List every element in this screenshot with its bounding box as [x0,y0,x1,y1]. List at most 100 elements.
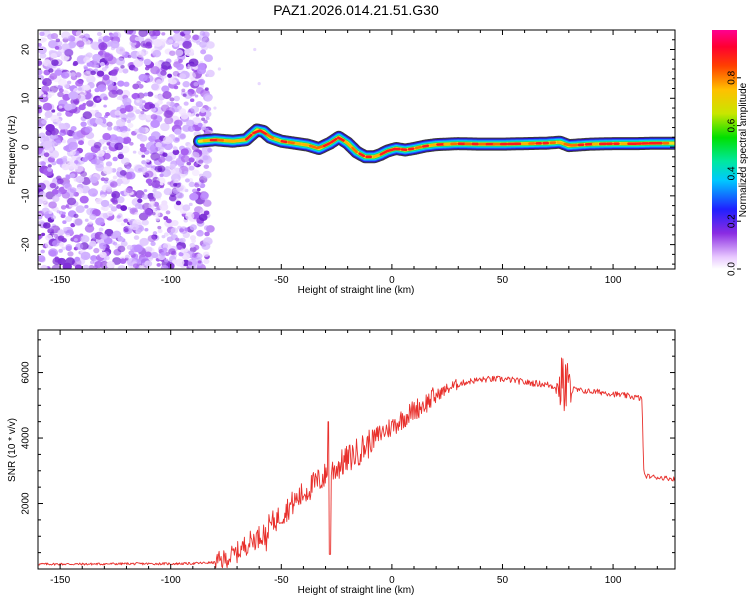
spectrogram-noise-speckle [148,30,156,37]
spectrogram-noise-speckle [172,188,179,194]
spectrogram-noise-speckle [120,130,129,138]
spectrogram-noise-speckle [117,236,124,242]
spectrogram-noise-speckle [107,126,113,131]
snr-y-axis-title: SNR (10 * v/v) [7,418,18,482]
spectrogram-noise-speckle [120,240,128,247]
spectrogram-noise-speckle [173,202,184,211]
spectrogram-noise-speckle [39,31,45,37]
spectrogram-noise-speckle [204,94,213,102]
spectrogram-noise-speckle [161,61,172,70]
spectrogram-noise-speckle [94,155,104,164]
spectrogram-noise-speckle [151,251,159,259]
spectrogram-noise-speckle [124,254,130,259]
spectrogram-noise-speckle [97,51,104,56]
spectrogram-noise-speckle [100,233,108,240]
spectrogram-noise-speckle [74,264,83,269]
spectrogram-noise-speckle [150,152,161,161]
spectrogram-noise-speckle [173,42,179,47]
spectrogram-noise-speckle [61,211,66,215]
spectrogram-noise-speckle [150,200,155,205]
spectrogram-noise-speckle [257,82,261,86]
spectrogram-noise-speckle [188,181,196,188]
spectrogram-noise-speckle [188,58,199,67]
spectrogram-noise-speckle [160,70,167,76]
spectrogram-noise-speckle [58,78,68,87]
spectrogram-noise-speckle [47,164,52,168]
spectrogram-noise-speckle [83,56,91,64]
spectrogram-noise-speckle [72,131,82,140]
colorbar-tick-label: 0.4 [727,166,738,180]
spectrogram-noise-speckle [136,50,145,58]
ridge-hotspot [563,142,573,147]
spectrogram-noise-speckle [169,163,176,170]
spectrogram-noise-speckle [90,70,96,76]
spectrogram-frame [37,29,676,270]
spectrogram-noise-speckle [143,208,153,217]
spectrogram-noise-speckle [48,68,54,73]
spectrogram-noise-speckle [137,92,145,99]
spectrogram-noise-speckle [95,117,104,125]
ridge-hotspot [237,138,247,142]
spectrogram-noise-speckle [52,257,62,266]
snr-plot-area [38,330,675,569]
spectrogram-noise-speckle [120,191,125,195]
spectrogram-noise-speckle [198,213,208,222]
spectrogram-noise-speckle [167,73,173,78]
spectrogram-noise-speckle [84,126,93,133]
spectrogram-noise-speckle [165,155,173,162]
ridge-hotspot [414,145,423,150]
spectrogram-noise-speckle [185,212,195,221]
spectrogram-noise-speckle [104,255,110,261]
spectrogram-noise-speckle [172,33,183,42]
ridge-hotspot [223,139,233,143]
spectrogram-noise-speckle [154,165,163,173]
spectrogram-noise-speckle [127,122,134,129]
spectrogram-noise-speckle [157,99,163,105]
spectrogram-noise-speckle [52,195,60,202]
spectrogram-noise-speckle [126,166,131,170]
spectrogram-noise-speckle [62,157,67,162]
spectrogram-noise-speckle [58,88,64,93]
spectrogram-noise-speckle [169,97,175,102]
spectrogram-noise-speckle [182,93,187,97]
spectrogram-noise-speckle [157,146,165,152]
spectrogram-noise-speckle [108,89,118,98]
spectrogram-noise-speckle [38,182,47,191]
snr-x-tick-label: -150 [50,575,70,586]
spectrogram-noise-speckle [122,97,132,106]
spectrogram-noise-speckle [145,246,153,253]
spectrogram-noise-speckle [106,149,112,154]
spectrogram-noise-speckle [45,123,55,132]
spectrogram-noise-speckle [162,152,168,157]
spectrogram-noise-speckle [88,188,99,197]
spectrogram-noise-speckle [100,122,105,127]
spectrogram-noise-speckle [138,30,148,37]
spectrogram-noise-speckle [160,251,166,256]
spectrogram-noise-speckle [72,62,78,67]
spectrogram-noise-speckle [139,104,146,110]
spectrogram-noise-speckle [157,225,162,230]
spectrogram-noise-speckle [42,140,53,149]
spectrogram-noise-speckle [83,66,88,71]
spectrogram-noise-speckle [175,200,182,206]
spectrogram-noise-speckle [201,117,206,121]
spectrogram-noise-speckle [195,87,204,94]
spectrogram-noise-speckle [102,35,111,43]
spectrogram-noise-speckle [60,213,66,219]
spectrogram-noise-speckle [126,128,131,132]
spectrogram-noise-speckle [49,226,54,230]
spectrogram-noise-speckle [94,64,100,69]
spectrogram-noise-speckle [132,263,139,269]
spectrogram-noise-speckle [144,260,153,268]
spectrogram-noise-speckle [151,180,161,189]
spectrogram-noise-speckle [205,106,212,112]
spectrogram-noise-speckle [106,262,112,267]
spectrogram-noise-speckle [139,134,148,142]
spectrogram-noise-speckle [67,161,76,170]
spectrogram-noise-speckle [189,235,197,241]
spectrogram-noise-speckle [79,90,87,97]
spectrogram-noise-speckle [174,128,182,135]
snr-x-tick-label: -100 [161,575,181,586]
spectrogram-noise-speckle [42,94,47,98]
spectrogram-noise-speckle [198,159,204,164]
